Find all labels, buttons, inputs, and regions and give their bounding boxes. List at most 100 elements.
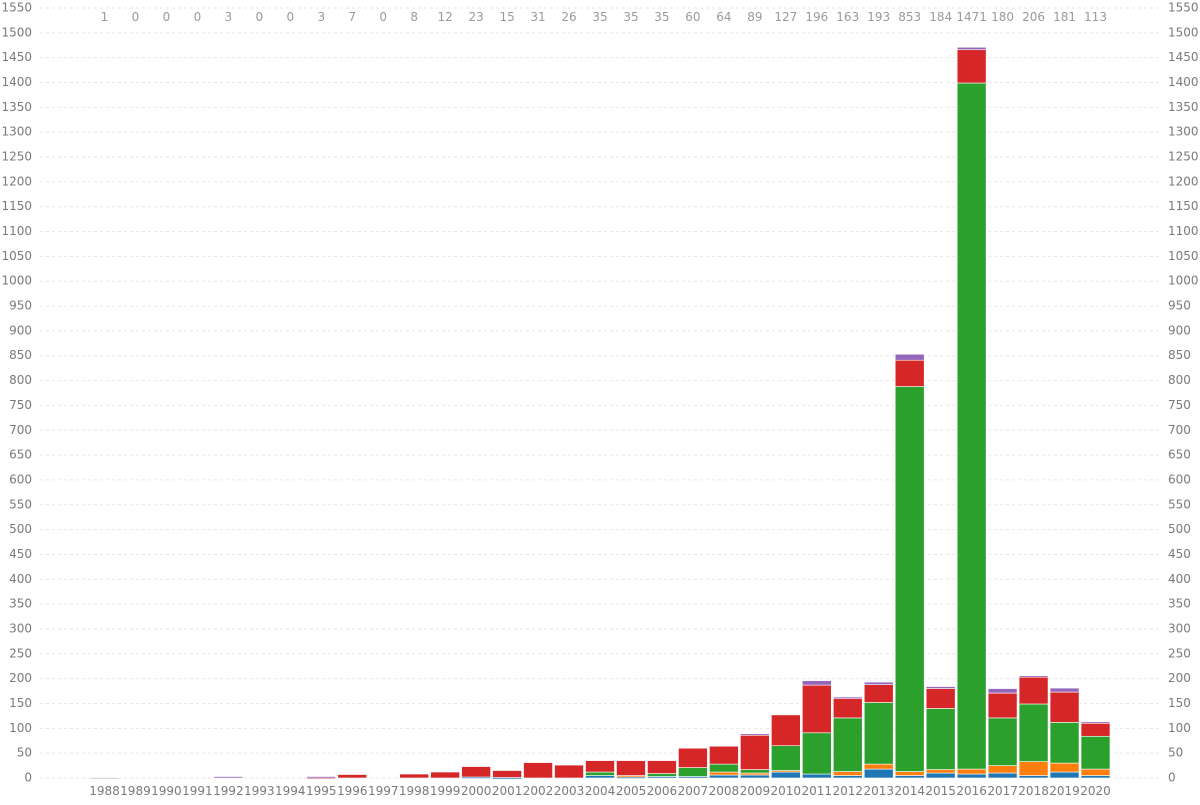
x-tick-label: 2009 xyxy=(740,784,771,798)
x-tick-label: 1995 xyxy=(306,784,337,798)
bar-total-label: 8 xyxy=(410,10,418,24)
y-tick-label-right: 1200 xyxy=(1168,174,1199,188)
y-tick-label-right: 450 xyxy=(1168,547,1191,561)
y-tick-label-right: 950 xyxy=(1168,299,1191,313)
x-tick-label: 1997 xyxy=(368,784,399,798)
bar-segment xyxy=(925,769,956,774)
y-tick-label-left: 850 xyxy=(9,348,32,362)
bar-segment xyxy=(956,768,987,775)
y-tick-label-left: 1500 xyxy=(1,25,32,39)
bar-segment xyxy=(987,717,1018,766)
bar-segment xyxy=(678,747,708,768)
bar-segment xyxy=(740,733,770,770)
y-tick-label-left: 1550 xyxy=(1,1,32,15)
bar-total-label: 64 xyxy=(716,10,731,24)
bar-segment xyxy=(523,762,553,779)
y-tick-label-right: 1150 xyxy=(1168,199,1199,213)
y-tick-label-left: 300 xyxy=(9,621,32,635)
bars xyxy=(89,46,1111,780)
y-tick-label-right: 850 xyxy=(1168,348,1191,362)
bar-segment xyxy=(987,765,1018,774)
bar-segment xyxy=(740,733,770,736)
bar-segment xyxy=(709,774,739,779)
y-tick-label-right: 600 xyxy=(1168,472,1191,486)
bar-segment xyxy=(802,680,832,686)
y-tick-label-left: 200 xyxy=(9,671,32,685)
y-tick-label-left: 450 xyxy=(9,547,32,561)
bar-segment xyxy=(894,771,925,776)
x-tick-label: 1991 xyxy=(182,784,213,798)
y-tick-label-left: 100 xyxy=(9,721,32,735)
bar-segment xyxy=(956,46,987,51)
y-tick-label-right: 750 xyxy=(1168,398,1191,412)
x-tick-label: 2000 xyxy=(461,784,492,798)
bar-total-label: 206 xyxy=(1022,10,1045,24)
bar-segment xyxy=(863,681,894,685)
x-tick-label: 2017 xyxy=(987,784,1018,798)
x-tick-label: 2005 xyxy=(616,784,647,798)
x-tick-label: 2016 xyxy=(956,784,987,798)
x-tick-label: 1993 xyxy=(244,784,275,798)
y-tick-label-right: 100 xyxy=(1168,721,1191,735)
bar-segment xyxy=(894,353,925,361)
y-tick-label-left: 1000 xyxy=(1,274,32,288)
bar-segment xyxy=(740,774,770,779)
bar-segment xyxy=(89,777,120,780)
bar-segment xyxy=(1080,721,1111,724)
bar-total-label: 127 xyxy=(774,10,797,24)
bar-segment xyxy=(832,771,863,776)
bar-segment xyxy=(1018,676,1049,705)
y-tick-label-right: 1100 xyxy=(1168,224,1199,238)
y-tick-label-left: 650 xyxy=(9,448,32,462)
y-tick-label-left: 550 xyxy=(9,497,32,511)
y-tick-label-left: 1050 xyxy=(1,249,32,263)
bar-total-label: 853 xyxy=(898,10,921,24)
bar-segment xyxy=(832,775,863,779)
bar-segment xyxy=(1018,675,1049,678)
bar-segment xyxy=(740,769,770,774)
x-tick-label: 2012 xyxy=(832,784,863,798)
x-tick-label: 2006 xyxy=(647,784,678,798)
bar-segment xyxy=(1080,775,1111,779)
bar-segment xyxy=(585,760,615,773)
y-tick-label-right: 700 xyxy=(1168,423,1191,437)
y-tick-label-right: 250 xyxy=(1168,646,1191,660)
bar-segment xyxy=(213,776,244,779)
bar-segment xyxy=(863,768,894,779)
bar-segment xyxy=(1080,722,1111,737)
bar-segment xyxy=(832,696,863,699)
bar-total-label: 196 xyxy=(805,10,828,24)
bar-segment xyxy=(585,771,615,776)
y-tick-label-left: 150 xyxy=(9,696,32,710)
grid xyxy=(40,7,1160,779)
bar-total-label: 23 xyxy=(468,10,483,24)
bar-total-label: 1 xyxy=(101,10,109,24)
x-tick-label: 2007 xyxy=(678,784,709,798)
bar-segment xyxy=(1018,761,1049,776)
y-tick-label-right: 650 xyxy=(1168,448,1191,462)
y-tick-label-right: 300 xyxy=(1168,621,1191,635)
x-tick-label: 2008 xyxy=(709,784,740,798)
bar-segment xyxy=(1049,687,1080,693)
bar-segment xyxy=(894,775,925,779)
bar-segment xyxy=(802,684,832,734)
y-tick-label-left: 350 xyxy=(9,597,32,611)
x-tick-label: 1990 xyxy=(151,784,182,798)
bar-total-label: 35 xyxy=(654,10,669,24)
x-tick-label: 2011 xyxy=(802,784,833,798)
bar-segment xyxy=(492,770,522,778)
bar-total-label: 35 xyxy=(623,10,638,24)
x-tick-label: 2013 xyxy=(863,784,894,798)
y-tick-label-right: 350 xyxy=(1168,597,1191,611)
bar-segment xyxy=(832,717,863,772)
x-tick-label: 2015 xyxy=(925,784,956,798)
y-tick-label-left: 900 xyxy=(9,323,32,337)
bar-segment xyxy=(430,771,460,779)
bar-segment xyxy=(1049,771,1080,779)
bar-segment xyxy=(709,771,739,776)
bar-segment xyxy=(647,760,677,774)
bar-total-label: 60 xyxy=(685,10,700,24)
bar-total-label: 7 xyxy=(348,10,356,24)
bar-segment xyxy=(306,776,337,779)
